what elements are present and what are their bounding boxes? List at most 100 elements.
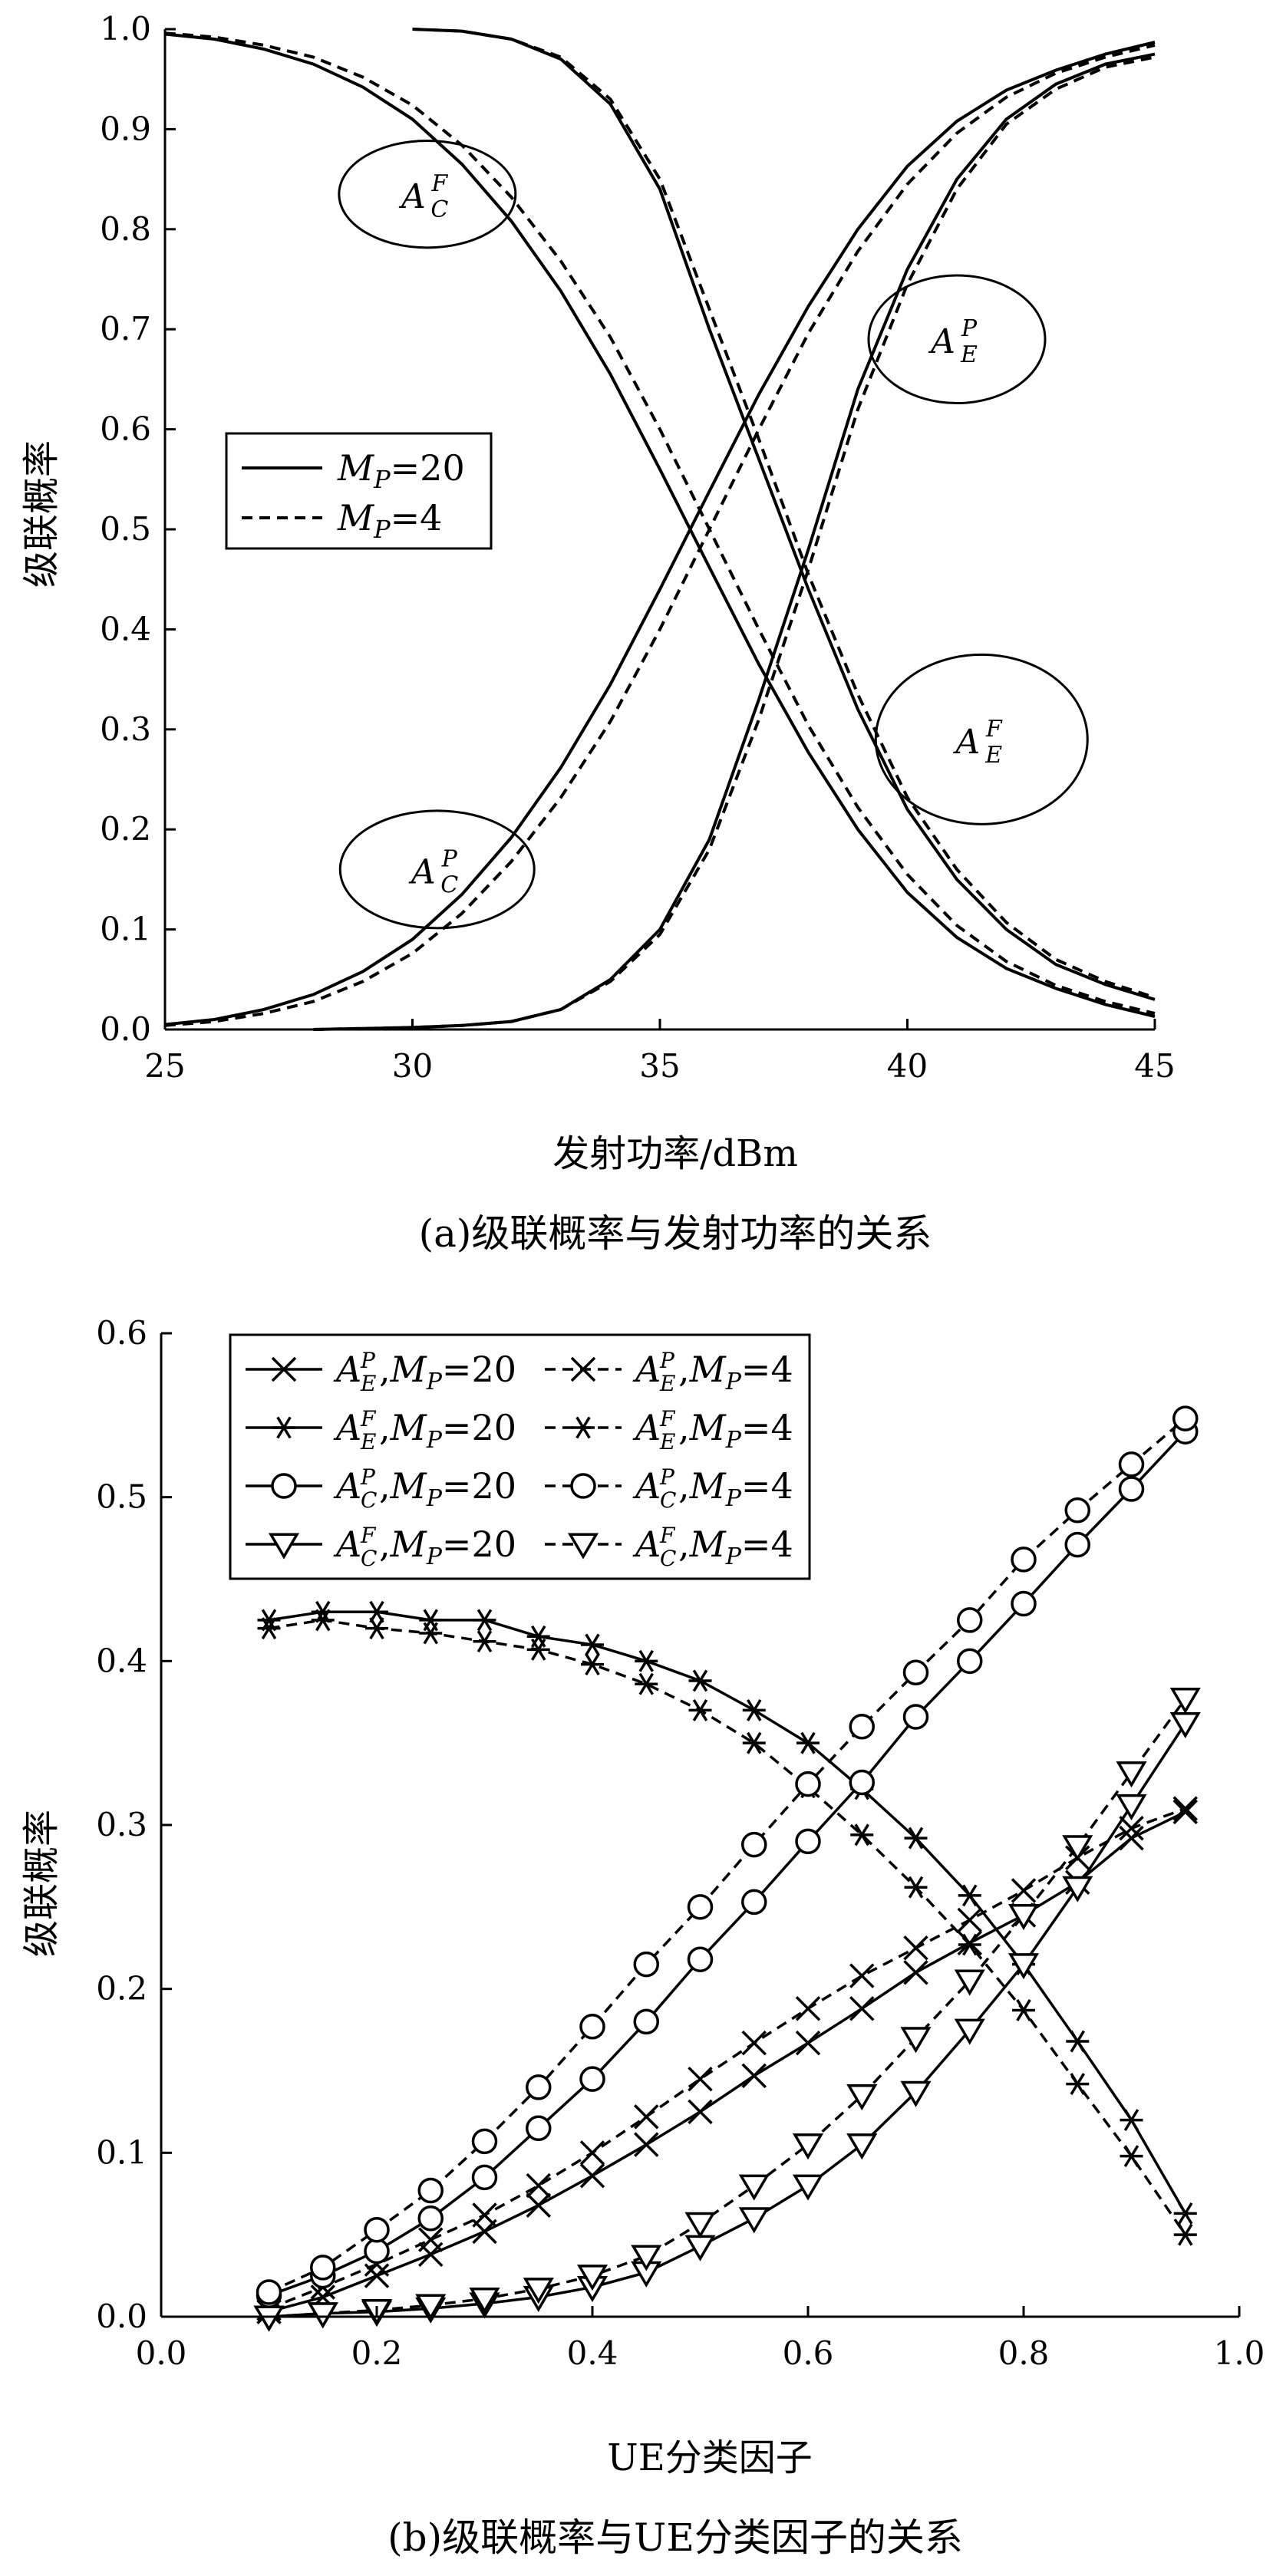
chart-a-annotation-sub: C: [440, 871, 458, 898]
chart-b-data-point: [958, 1884, 981, 1907]
chart-b-data-point: [307, 2302, 338, 2329]
chart-b-data-point: [633, 1951, 659, 1978]
chart-b-y-tick-label: 0.3: [96, 1806, 147, 1843]
chart-b-data-point: [1064, 1531, 1090, 1558]
chart-a-y-tick-label: 0.1: [100, 911, 151, 948]
svg-text:,MP=4: ,MP=4: [678, 1465, 793, 1512]
chart-a-x-tick-label: 30: [392, 1047, 433, 1085]
chart-b-data-point: [1120, 2145, 1143, 2168]
chart-b-data-point: [579, 2163, 605, 2189]
chart-b-legend-marker: [272, 1416, 295, 1439]
chart-a-series-line: [164, 41, 1156, 1026]
chart-b-data-point: [635, 1672, 658, 1695]
chart-a-annotation-label: A: [952, 723, 980, 762]
chart-b-data-point: [902, 1704, 929, 1730]
chart-a-annotation-label: A: [928, 322, 955, 361]
chart-b-data-point: [846, 2084, 878, 2111]
chart-b-xlabel: UE分类因子: [607, 2436, 813, 2479]
svg-text:A: A: [333, 1349, 361, 1390]
chart-b-data-point: [469, 2287, 500, 2314]
chart-a-x-tick-label: 35: [639, 1047, 680, 1085]
chart-b-axes: [160, 1332, 1241, 2318]
chart-b-data-point: [795, 2030, 821, 2056]
chart-b-data-point: [846, 2133, 878, 2160]
chart-b-data-point: [849, 1963, 875, 1988]
svg-text:,MP=4: ,MP=4: [678, 1524, 793, 1570]
svg-text:,MP=20: ,MP=20: [379, 1349, 516, 1395]
chart-b-data-point: [900, 2080, 932, 2107]
chart-b-series-line: [269, 1698, 1187, 2318]
chart-b-data-point: [903, 1960, 928, 1985]
svg-text:A: A: [632, 1465, 661, 1507]
svg-text:A: A: [333, 1524, 361, 1565]
chart-b-data-point: [957, 1607, 983, 1633]
chart-b-data-point: [417, 2177, 444, 2204]
chart-b-data-point: [1011, 1590, 1037, 1617]
chart-b-data-point: [958, 1933, 981, 1956]
chart-b-data-point: [473, 1609, 496, 1632]
svg-text:F: F: [659, 1406, 676, 1431]
chart-b-series-group: [253, 1405, 1201, 2332]
chart-b-data-point: [1169, 1712, 1201, 1739]
chart-a-xlabel: 发射功率/dBm: [552, 1132, 798, 1175]
chart-b-data-point: [1118, 1451, 1145, 1477]
chart-a-y-tick-label: 0.4: [100, 610, 151, 647]
svg-text:A: A: [632, 1407, 661, 1448]
chart-a-caption: (a)级联概率与发射功率的关系: [419, 1211, 932, 1256]
chart-b-data-point: [471, 2164, 498, 2191]
chart-b-data-point: [576, 2265, 608, 2291]
chart-b-legend-marker: [567, 1533, 599, 1560]
chart-a-legend-box: [225, 432, 493, 550]
chart-b-data-point: [849, 1714, 875, 1740]
chart-b-data-point: [473, 1630, 496, 1653]
chart-a: A FCA PEA FEA PC 25 30 35 40 450.00.10.20.30.40.…: [20, 10, 1176, 1256]
chart-b-data-point: [688, 2099, 713, 2125]
chart-a-x-tick-label: 45: [1134, 1047, 1175, 1085]
chart-b-y-tick-label: 0.1: [96, 2133, 147, 2171]
chart-b-data-point: [741, 2063, 767, 2089]
chart-b-data-point: [1011, 1878, 1037, 1903]
chart-a-series-line: [164, 31, 1156, 1016]
chart-b-data-point: [472, 2202, 497, 2228]
chart-a-annotation-sup: F: [430, 170, 448, 197]
chart-b-data-point: [1008, 1904, 1040, 1931]
chart-b-data-point: [792, 2133, 824, 2160]
chart-a-y-tick-label: 0.5: [100, 510, 151, 548]
chart-b-data-point: [1008, 1953, 1040, 1980]
chart-b-legend-label: AFE ,MP=20: [333, 1406, 516, 1454]
chart-b-data-point: [1172, 1405, 1199, 1431]
chart-b-legend-label: APC ,MP=4: [632, 1464, 793, 1513]
chart-b-data-point: [1119, 1825, 1144, 1851]
chart-b-y-tick-label: 0.6: [96, 1314, 147, 1352]
chart-b-data-point: [1172, 1799, 1198, 1825]
chart-a-annotation-sub: E: [984, 742, 1002, 769]
chart-b-y-tick-label: 0.4: [96, 1642, 147, 1679]
chart-b-data-point: [687, 1894, 714, 1920]
chart-a-annotation-ellipse: [338, 809, 536, 930]
chart-b: 0.0 0.2 0.4 0.6 0.8 1.00.00.10.20.30.40.50.6 …: [20, 1314, 1265, 2560]
chart-b-data-point: [954, 2018, 985, 2045]
svg-text:P: P: [360, 1464, 376, 1490]
chart-b-data-point: [1169, 1687, 1201, 1715]
chart-b-x-tick-label: 1.0: [1214, 2334, 1265, 2372]
svg-text:E: E: [659, 1429, 675, 1454]
chart-b-data-point: [418, 2227, 444, 2252]
chart-b-data-point: [635, 1649, 658, 1672]
svg-text:,MP=4: ,MP=4: [678, 1407, 793, 1454]
svg-text:A: A: [333, 1407, 361, 1448]
chart-b-data-point: [849, 1769, 875, 1796]
chart-b-legend-marker: [271, 1356, 297, 1382]
svg-text:A: A: [632, 1349, 661, 1390]
chart-a-legend-label-1: MP=20: [337, 447, 465, 494]
chart-a-annotation-label: A: [398, 177, 426, 216]
svg-text:P: P: [659, 1464, 675, 1490]
chart-a-annotation-sub: C: [430, 196, 448, 223]
chart-b-data-point: [1116, 1761, 1147, 1788]
svg-text:F: F: [659, 1523, 676, 1548]
chart-b-legend-label: AFC ,MP=4: [632, 1523, 793, 1571]
chart-b-data-point: [738, 2207, 770, 2234]
chart-b-data-point: [684, 2235, 716, 2261]
chart-b-y-tick-label: 0.0: [96, 2298, 147, 2335]
chart-b-x-tick-label: 0.0: [136, 2334, 187, 2372]
chart-b-data-point: [688, 1699, 712, 1721]
